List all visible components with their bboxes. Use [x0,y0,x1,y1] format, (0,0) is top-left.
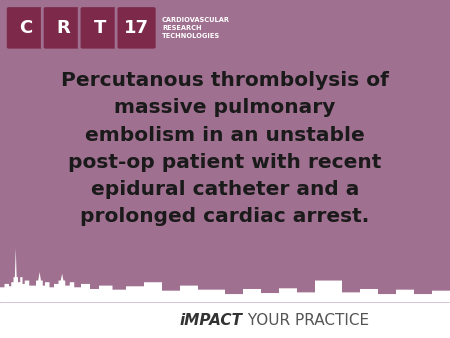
FancyBboxPatch shape [42,6,83,50]
FancyBboxPatch shape [79,6,120,50]
Text: 17: 17 [124,19,149,37]
FancyBboxPatch shape [116,6,157,50]
Polygon shape [0,248,450,303]
Text: T: T [94,19,106,37]
Bar [0,303,450,338]
Text: Percutanous thrombolysis of
massive pulmonary
embolism in an unstable
post-op pa: Percutanous thrombolysis of massive pulm… [61,71,389,226]
Text: C: C [19,19,32,37]
Text: R: R [56,19,70,37]
Text: YOUR PRACTICE: YOUR PRACTICE [243,313,369,328]
FancyBboxPatch shape [5,6,46,50]
Text: CARDIOVASCULAR
RESEARCH
TECHNOLOGIES: CARDIOVASCULAR RESEARCH TECHNOLOGIES [162,17,230,39]
Text: iMPACT: iMPACT [180,313,243,328]
